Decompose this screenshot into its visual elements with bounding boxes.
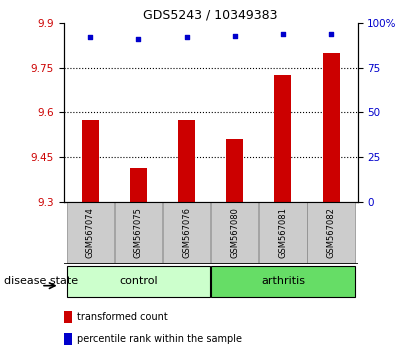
Text: GSM567080: GSM567080: [230, 207, 239, 258]
Title: GDS5243 / 10349383: GDS5243 / 10349383: [143, 9, 278, 22]
Bar: [226, 139, 243, 202]
Text: GSM567075: GSM567075: [134, 207, 143, 258]
Bar: [64, 333, 72, 345]
Text: percentile rank within the sample: percentile rank within the sample: [77, 334, 242, 344]
Bar: [275, 75, 291, 202]
Bar: [178, 120, 195, 202]
Point: [87, 34, 93, 40]
Bar: [64, 311, 72, 323]
FancyBboxPatch shape: [163, 202, 210, 263]
Text: arthritis: arthritis: [261, 276, 305, 286]
Point: [328, 31, 335, 36]
Text: disease state: disease state: [4, 276, 78, 286]
Bar: [130, 167, 147, 202]
Text: GSM567082: GSM567082: [327, 207, 335, 258]
FancyBboxPatch shape: [211, 202, 259, 263]
Bar: [82, 120, 99, 202]
Text: GSM567076: GSM567076: [182, 207, 191, 258]
FancyBboxPatch shape: [307, 202, 355, 263]
Point: [279, 31, 286, 36]
Point: [231, 33, 238, 38]
FancyBboxPatch shape: [259, 202, 307, 263]
FancyBboxPatch shape: [67, 202, 114, 263]
Text: control: control: [119, 276, 158, 286]
Point: [183, 34, 190, 40]
Text: transformed count: transformed count: [77, 312, 168, 322]
FancyBboxPatch shape: [67, 266, 210, 297]
Text: GSM567074: GSM567074: [86, 207, 95, 258]
Bar: [323, 53, 339, 202]
Text: GSM567081: GSM567081: [278, 207, 287, 258]
Point: [135, 36, 142, 42]
FancyBboxPatch shape: [211, 266, 355, 297]
FancyBboxPatch shape: [115, 202, 162, 263]
